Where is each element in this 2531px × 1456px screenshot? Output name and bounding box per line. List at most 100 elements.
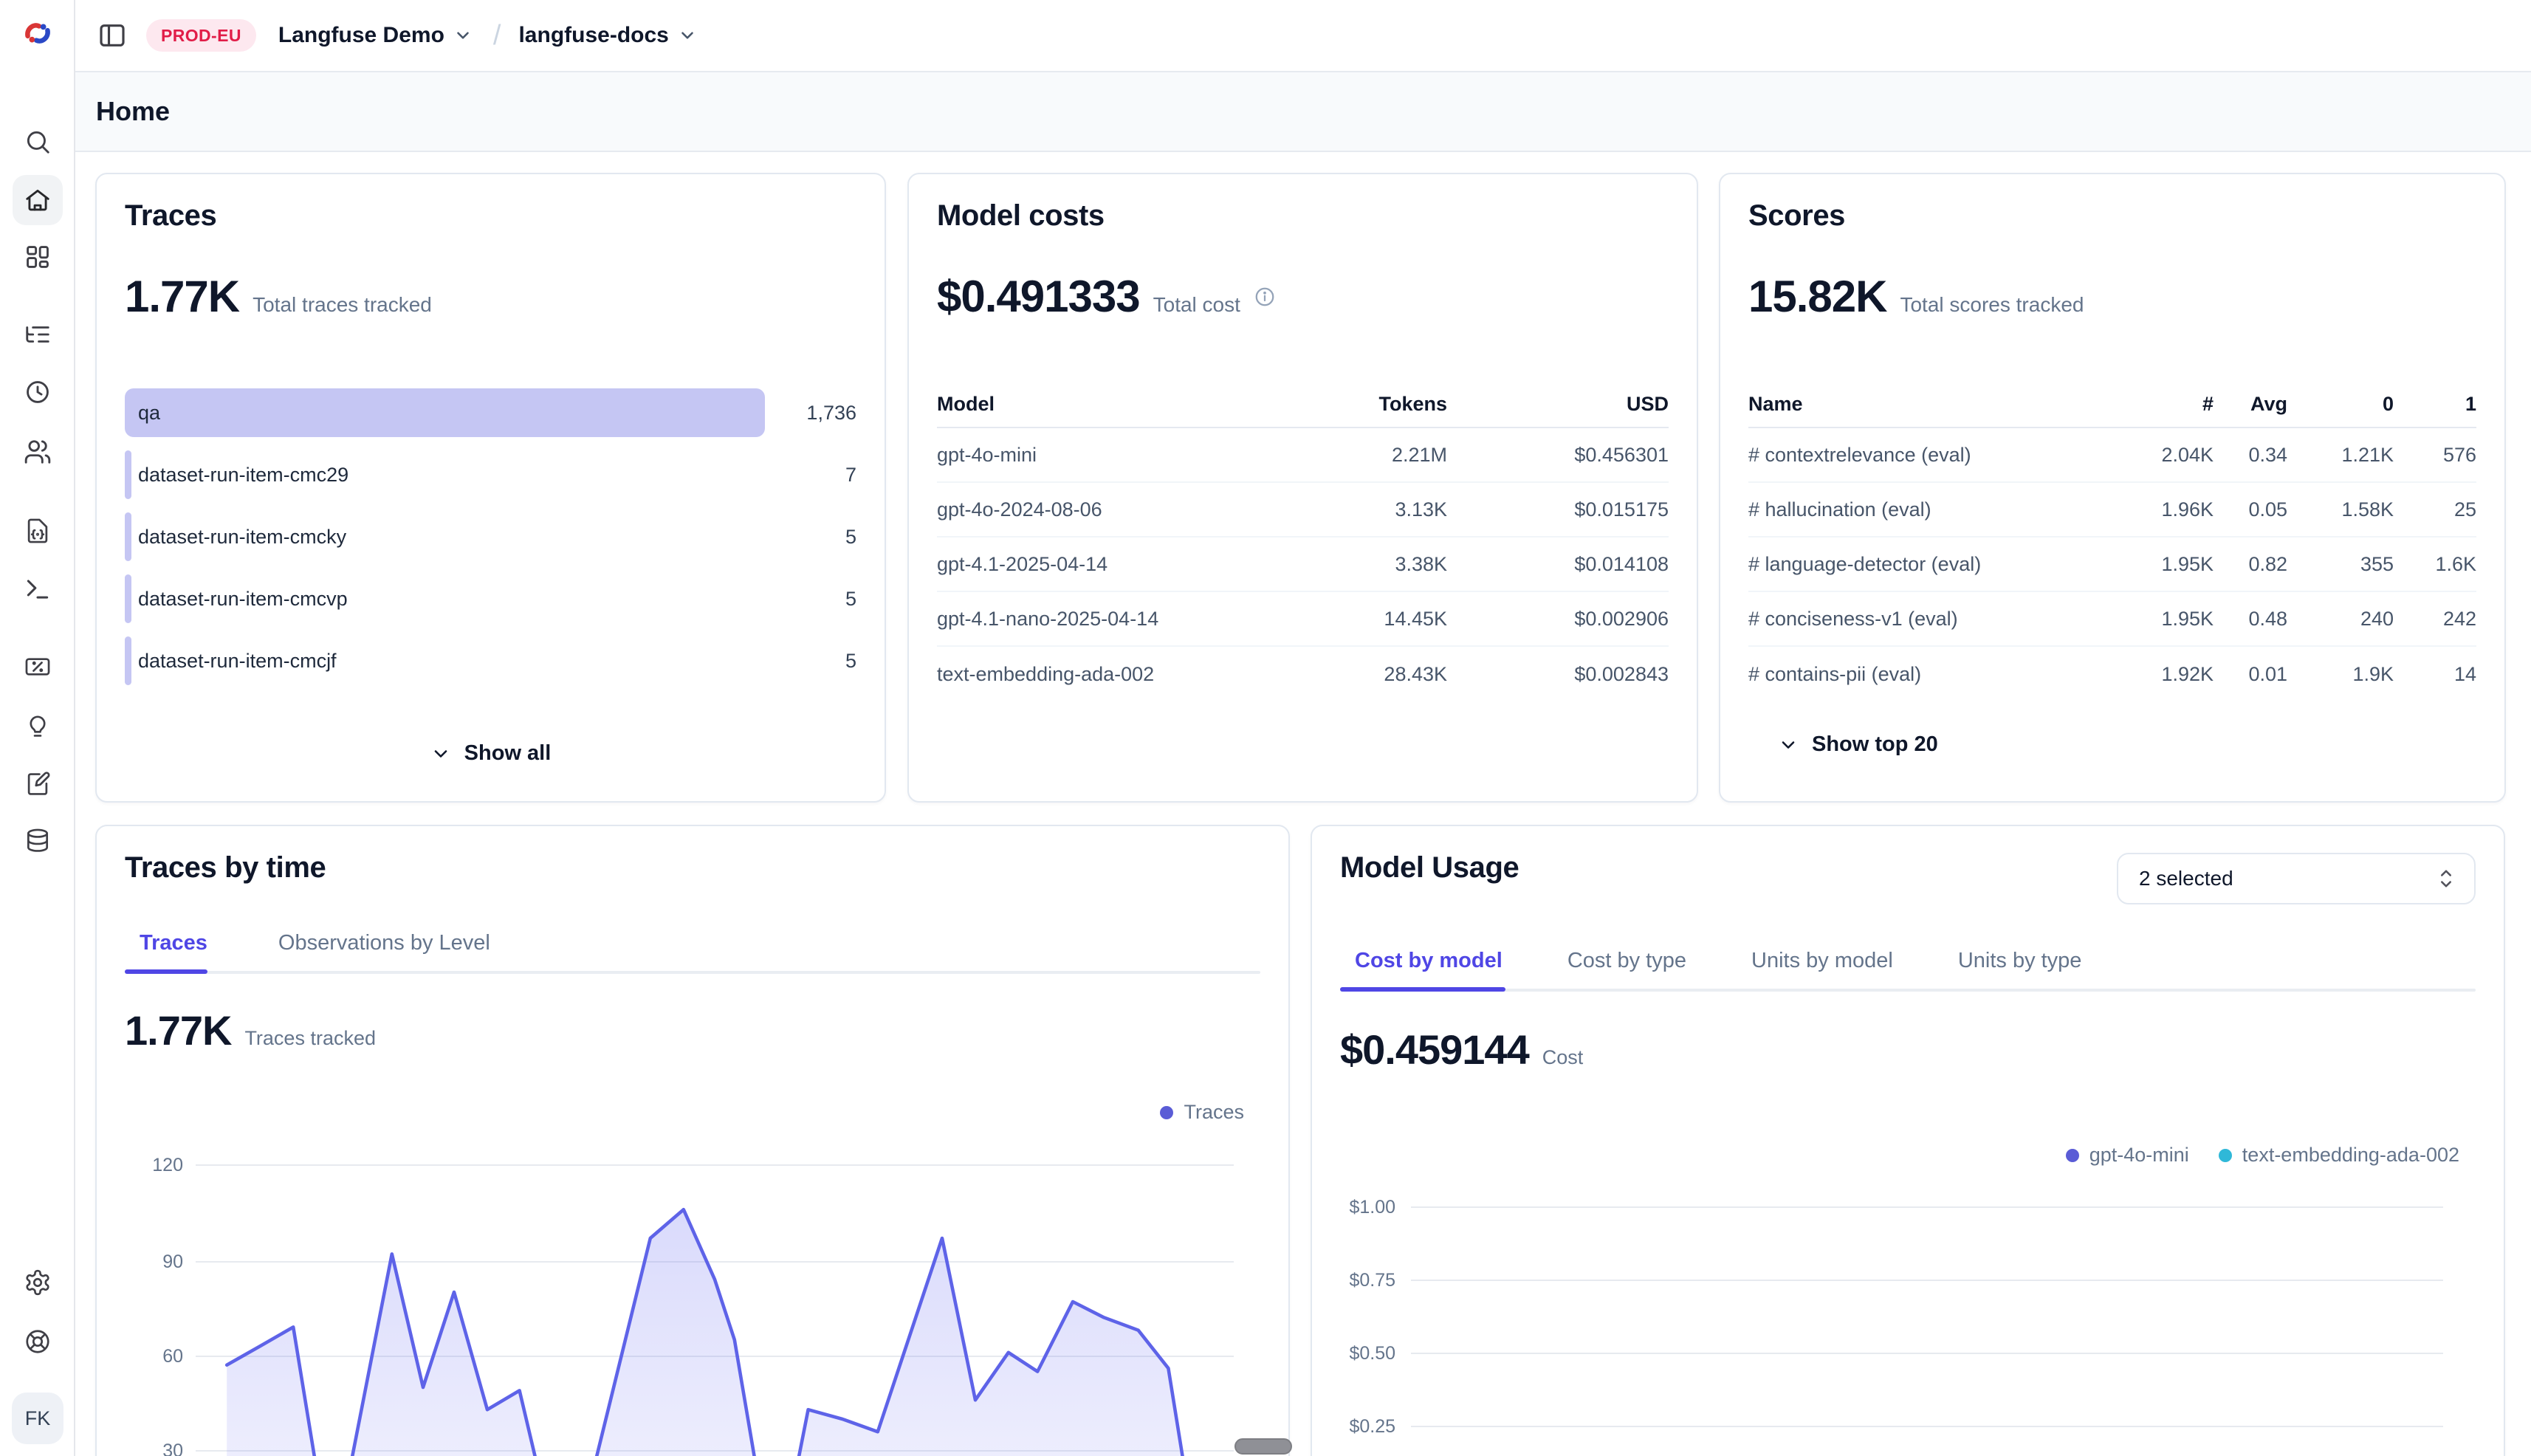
model-select[interactable]: 2 selected xyxy=(2117,853,2476,904)
cell-tokens: 14.45K xyxy=(1270,608,1447,631)
model-costs-total-label: Total cost xyxy=(1153,293,1240,317)
bar-area: dataset-run-item-cmcky xyxy=(125,512,765,561)
y-axis-tick: $1.00 xyxy=(1322,1195,1395,1219)
scores-total-metric: 15.82K Total scores tracked xyxy=(1748,271,2476,322)
trace-bar-row[interactable]: dataset-run-item-cmc29 7 xyxy=(125,450,856,499)
tab-units-by-type[interactable]: Units by type xyxy=(1943,944,2097,977)
model-cost-row: gpt-4.1-2025-04-14 3.38K $0.014108 xyxy=(937,538,1669,592)
legend-item-gpt-4o-mini[interactable]: gpt-4o-mini xyxy=(2066,1144,2189,1167)
org-switcher[interactable]: Langfuse Demo xyxy=(278,23,473,48)
trace-bar-row[interactable]: qa 1,736 xyxy=(125,388,856,437)
search-icon[interactable] xyxy=(24,128,52,156)
tab-cost-by-model[interactable]: Cost by model xyxy=(1340,944,1517,977)
model-select-value: 2 selected xyxy=(2139,867,2233,890)
project-name: langfuse-docs xyxy=(518,23,668,48)
bar-label: qa xyxy=(138,388,160,437)
users-icon[interactable] xyxy=(24,438,52,466)
tab-observations-by-level[interactable]: Observations by Level xyxy=(264,927,505,959)
tab-cost-by-type[interactable]: Cost by type xyxy=(1553,944,1701,977)
environment-badge: PROD-EU xyxy=(146,19,256,52)
bar-label: dataset-run-item-cmcky xyxy=(138,512,346,561)
cell-model: gpt-4o-2024-08-06 xyxy=(937,498,1270,521)
sessions-icon[interactable] xyxy=(24,378,52,406)
model-cost-row: text-embedding-ada-002 28.43K $0.002843 xyxy=(937,647,1669,701)
langfuse-logo-icon[interactable] xyxy=(21,16,55,50)
score-row: # contextrelevance (eval) 2.04K 0.34 1.2… xyxy=(1748,428,2476,483)
bar-area: dataset-run-item-cmc29 xyxy=(125,450,765,499)
card-title: Scores xyxy=(1748,199,2476,233)
cell-avg: 0.82 xyxy=(2214,553,2287,576)
playground-icon[interactable] xyxy=(24,575,52,603)
page-header: Home xyxy=(75,71,2531,152)
tab-traces[interactable]: Traces xyxy=(125,927,222,959)
tab-track xyxy=(125,971,1260,974)
legend-label: gpt-4o-mini xyxy=(2089,1144,2189,1167)
info-icon[interactable] xyxy=(1254,286,1276,308)
table-header: Model Tokens USD xyxy=(937,390,1669,428)
col-name: Name xyxy=(1748,393,2122,416)
legend-dot-icon xyxy=(2219,1149,2232,1162)
legend-item-text-embedding-ada-002[interactable]: text-embedding-ada-002 xyxy=(2219,1144,2459,1167)
score-row: # hallucination (eval) 1.96K 0.05 1.58K … xyxy=(1748,483,2476,538)
chevron-down-icon xyxy=(1778,735,1799,755)
legend-dot-icon xyxy=(2066,1149,2079,1162)
sidebar: FK xyxy=(0,0,75,1456)
support-icon[interactable] xyxy=(24,1328,52,1356)
show-top-20-button[interactable]: Show top 20 xyxy=(1748,732,2476,757)
tab-units-by-model[interactable]: Units by model xyxy=(1737,944,1908,977)
legend-item-traces[interactable]: Traces xyxy=(1160,1101,1244,1124)
bar-fill xyxy=(125,512,131,561)
horizontal-scrollbar-thumb[interactable] xyxy=(1234,1438,1292,1455)
insights-icon[interactable] xyxy=(24,712,52,740)
chevron-down-icon xyxy=(678,26,697,45)
bar-value: 5 xyxy=(765,512,856,561)
trace-bar-row[interactable]: dataset-run-item-cmcky 5 xyxy=(125,512,856,561)
traces-tracked-value: 1.77K xyxy=(125,1006,231,1054)
cell-count: 1.92K xyxy=(2122,663,2214,686)
cell-usd: $0.002906 xyxy=(1447,608,1669,631)
app-window: FK PROD-EU Langfuse Demo / langfuse-docs… xyxy=(0,0,2531,1456)
cell-zero: 355 xyxy=(2287,553,2394,576)
traces-area-chart xyxy=(196,1139,1234,1456)
project-switcher[interactable]: langfuse-docs xyxy=(518,23,696,48)
cell-model: gpt-4.1-2025-04-14 xyxy=(937,553,1270,576)
legend-label: text-embedding-ada-002 xyxy=(2242,1144,2459,1167)
trace-bar-row[interactable]: dataset-run-item-cmcvp 5 xyxy=(125,574,856,623)
settings-icon[interactable] xyxy=(24,1268,52,1297)
traces-card: Traces 1.77K Total traces tracked qa 1,7… xyxy=(95,173,886,803)
user-avatar[interactable]: FK xyxy=(12,1393,63,1444)
cell-zero: 1.58K xyxy=(2287,498,2394,521)
annotation-icon[interactable] xyxy=(24,770,52,798)
tracing-icon[interactable] xyxy=(24,320,52,348)
cell-name: # conciseness-v1 (eval) xyxy=(1748,608,2122,631)
table-header: Name # Avg 0 1 xyxy=(1748,390,2476,428)
cost-metric: $0.459144 Cost xyxy=(1340,1026,1583,1074)
dashboards-icon[interactable] xyxy=(24,243,52,271)
cell-name: # contains-pii (eval) xyxy=(1748,663,2122,686)
cell-one: 576 xyxy=(2394,444,2476,467)
cell-tokens: 3.38K xyxy=(1270,553,1447,576)
traces-tracked-label: Traces tracked xyxy=(244,1027,376,1050)
prompts-icon[interactable] xyxy=(24,517,52,545)
active-tab-indicator xyxy=(125,969,207,974)
card-title: Model costs xyxy=(937,199,1669,233)
y-axis-tick: $0.25 xyxy=(1322,1415,1395,1438)
show-all-button[interactable]: Show all xyxy=(125,741,856,766)
bar-area: dataset-run-item-cmcvp xyxy=(125,574,765,623)
y-axis-tick: $0.75 xyxy=(1322,1268,1395,1292)
chevrons-up-down-icon xyxy=(2436,867,2456,890)
model-cost-row: gpt-4o-2024-08-06 3.13K $0.015175 xyxy=(937,483,1669,538)
home-icon[interactable] xyxy=(13,175,63,225)
bar-label: dataset-run-item-cmc29 xyxy=(138,450,348,499)
bar-area: dataset-run-item-cmcjf xyxy=(125,636,765,685)
main-content: Traces 1.77K Total traces tracked qa 1,7… xyxy=(75,152,2531,1456)
sidebar-toggle-icon[interactable] xyxy=(97,21,127,50)
scores-rows: # contextrelevance (eval) 2.04K 0.34 1.2… xyxy=(1748,428,2476,701)
datasets-icon[interactable] xyxy=(24,827,52,855)
score-row: # conciseness-v1 (eval) 1.95K 0.48 240 2… xyxy=(1748,592,2476,647)
tab-track xyxy=(1340,989,2476,992)
y-axis-tick: $0.50 xyxy=(1322,1342,1395,1365)
evaluation-icon[interactable] xyxy=(24,653,52,681)
trace-bar-row[interactable]: dataset-run-item-cmcjf 5 xyxy=(125,636,856,685)
cell-avg: 0.05 xyxy=(2214,498,2287,521)
